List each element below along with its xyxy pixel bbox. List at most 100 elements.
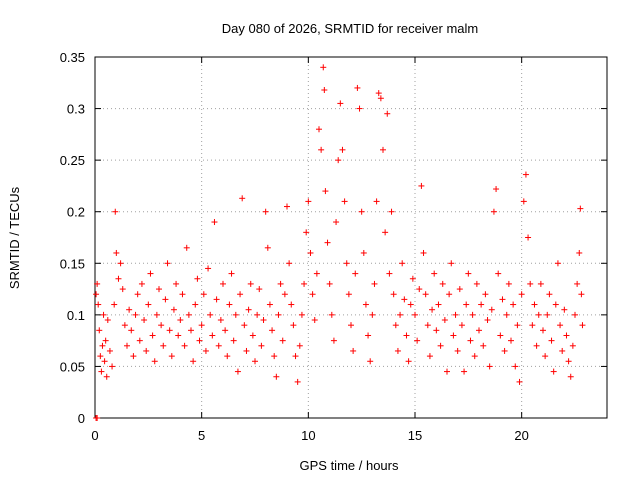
data-point [149,332,156,339]
data-point [320,64,327,71]
data-point [224,353,231,360]
data-point [222,327,229,334]
data-point [109,363,116,370]
data-point [311,317,318,324]
data-point [277,280,284,287]
data-point [572,311,578,318]
data-point [452,311,459,318]
data-point [305,198,312,205]
data-point [424,322,431,329]
data-point [147,270,154,277]
data-point [288,301,295,308]
data-point [307,249,314,256]
data-point [510,301,517,308]
data-point [258,342,265,349]
data-point [469,311,476,318]
data-point [111,301,118,308]
data-point [330,337,337,344]
data-point [241,322,248,329]
data-point [486,363,493,370]
data-point [578,291,585,298]
data-point [275,311,282,318]
data-point [215,342,222,349]
data-point [516,378,523,385]
data-point [324,239,331,246]
data-point [243,347,250,354]
data-point [256,286,263,293]
data-point [501,347,508,354]
data-point [535,311,542,318]
data-point [190,358,197,365]
data-point [264,244,271,251]
data-point [380,146,386,153]
data-point [471,353,478,360]
data-point [407,301,414,308]
data-point [220,280,226,287]
data-point [170,306,177,313]
data-point [531,301,538,308]
data-point [465,270,472,277]
data-point [377,95,384,102]
data-point [226,301,233,308]
data-point [371,280,378,287]
data-point [124,342,130,349]
data-point [405,358,412,365]
data-point [162,296,169,303]
data-point [164,260,171,267]
data-point [559,347,566,354]
data-point [271,353,278,360]
data-point [533,342,540,349]
data-point [141,317,148,324]
data-point [194,275,201,282]
data-point [160,342,167,349]
data-point [439,280,446,287]
data-point [354,84,361,91]
data-point [522,171,529,178]
plot-frame [94,56,608,419]
data-point [567,373,574,380]
data-point [207,311,214,318]
data-point [126,306,133,313]
data-point [239,195,246,202]
data-point [143,347,150,354]
data-point [98,368,105,375]
data-point [414,337,421,344]
data-point [392,322,399,329]
data-point [546,291,553,298]
data-point [514,322,521,329]
data-point [286,260,293,267]
data-point [574,280,581,287]
x-tick-label: 15 [408,428,422,443]
data-point [343,260,350,267]
data-point [337,100,344,107]
data-point [313,270,320,277]
data-point [478,301,485,308]
data-point [426,353,433,360]
data-point [456,286,463,293]
data-point [200,291,207,298]
data-point [473,280,480,287]
data-point [99,342,106,349]
data-point [121,322,128,329]
data-point [166,327,173,334]
data-point [369,311,376,318]
data-point [563,332,570,339]
data-points [93,64,586,421]
data-point [151,358,158,365]
data-point [373,198,380,205]
data-point [352,270,359,277]
data-point [448,260,455,267]
data-point [360,249,367,256]
data-point [335,157,342,164]
data-point [205,265,212,272]
data-point [497,332,504,339]
data-point [273,373,280,380]
data-point [450,332,457,339]
data-point [386,270,393,277]
data-point [358,208,365,215]
y-tick-label: 0.05 [60,359,85,374]
data-point [362,301,369,308]
data-point [569,342,576,349]
data-point [433,327,440,334]
data-point [512,363,519,370]
